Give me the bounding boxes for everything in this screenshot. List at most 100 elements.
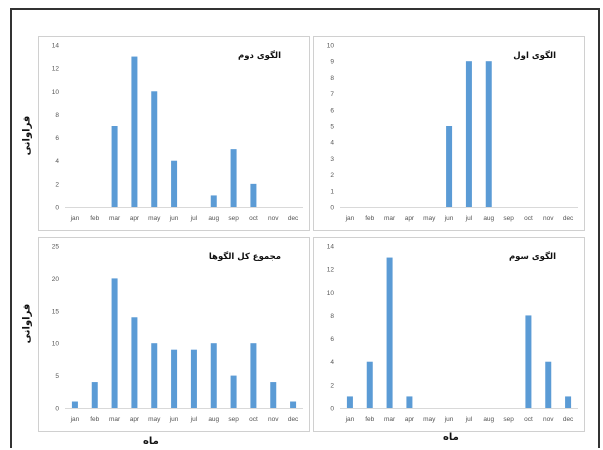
x-tick-label-nov: nov	[543, 215, 554, 222]
chart-panel-pattern-3: 0 2 4 6 8 10 12 14 jan feb mar apr may jun jul aug sep oc…	[313, 237, 585, 432]
x-tick-label-aug: aug	[208, 416, 219, 423]
bar-dec	[565, 396, 572, 408]
y-tick-label: 12	[52, 66, 60, 73]
x-axis-title-right: ماه	[443, 432, 459, 443]
bar-jan	[71, 401, 78, 408]
bar-oct	[250, 183, 257, 207]
x-tick-label-mar: mar	[109, 215, 121, 222]
x-tick-label-nov: nov	[543, 416, 554, 423]
y-tick-label: 0	[55, 406, 59, 413]
bar-may	[151, 91, 158, 207]
y-tick-label: 10	[52, 341, 60, 348]
y-tick-label: 25	[52, 244, 60, 251]
bar-feb	[366, 361, 373, 408]
y-tick-label: 8	[330, 75, 334, 82]
bar-feb	[91, 382, 98, 408]
y-tick-label: 0	[330, 205, 334, 212]
x-tick-label-apr: apr	[405, 215, 415, 222]
chart-svg: 0 1 2 3 4 5 6 7 8 9 10 jan feb mar apr may jun jul aug sep o…	[327, 43, 578, 222]
y-tick-label: 14	[327, 244, 335, 251]
bar-dec	[290, 401, 297, 408]
x-axis-title-left: ماه	[143, 436, 159, 447]
x-tick-label-nov: nov	[268, 416, 279, 423]
bar-apr	[131, 317, 138, 408]
x-tick-label-sep: sep	[503, 215, 514, 222]
y-tick-label: 5	[55, 373, 59, 380]
x-tick-label-may: may	[148, 215, 161, 222]
y-tick-label: 3	[330, 156, 334, 163]
y-tick-label: 10	[327, 43, 335, 50]
y-tick-label: 6	[330, 107, 334, 114]
bar-jul	[190, 349, 197, 408]
x-tick-label-jun: jun	[169, 416, 179, 423]
x-tick-label-dec: dec	[563, 416, 574, 423]
chart-title: الگوی سوم	[509, 251, 556, 262]
bar-aug	[485, 61, 492, 208]
x-tick-label-may: may	[148, 416, 161, 423]
x-tick-label-apr: apr	[130, 215, 140, 222]
chart-svg: 0 5 10 15 20 25 jan feb mar apr may jun jul aug sep oct…	[52, 244, 303, 423]
y-tick-label: 6	[55, 135, 59, 142]
x-tick-label-sep: sep	[503, 416, 514, 423]
bar-aug	[210, 343, 217, 408]
y-tick-label: 4	[55, 158, 59, 165]
bar-jun	[171, 349, 178, 408]
y-tick-label: 7	[330, 91, 334, 98]
x-tick-label-feb: feb	[365, 416, 374, 423]
x-tick-label-oct: oct	[524, 215, 533, 222]
y-tick-label: 10	[52, 89, 60, 96]
y-tick-label: 5	[330, 124, 334, 131]
x-tick-label-jan: jan	[70, 215, 80, 222]
y-tick-label: 1	[330, 188, 334, 195]
bar-oct	[250, 343, 257, 408]
bar-nov	[545, 361, 552, 408]
bar-mar	[111, 126, 118, 207]
x-tick-label-apr: apr	[130, 416, 140, 423]
y-tick-label: 15	[52, 308, 60, 315]
bar-apr	[406, 396, 413, 408]
bar-jul	[465, 61, 472, 208]
y-tick-label: 14	[52, 43, 60, 50]
x-tick-label-sep: sep	[228, 416, 239, 423]
x-tick-label-jan: jan	[345, 416, 355, 423]
y-tick-label: 0	[55, 205, 59, 212]
bar-sep	[230, 375, 237, 408]
x-tick-label-aug: aug	[483, 215, 494, 222]
y-tick-label: 20	[52, 276, 60, 283]
y-tick-label: 6	[330, 336, 334, 343]
x-tick-label-dec: dec	[563, 215, 574, 222]
x-tick-label-jun: jun	[444, 416, 454, 423]
y-tick-label: 10	[327, 290, 335, 297]
y-tick-label: 4	[330, 359, 334, 366]
y-axis-title-bottom: فراوانی	[21, 303, 33, 344]
chart-title: الگوی اول	[513, 50, 556, 61]
x-tick-label-jul: jul	[465, 416, 473, 423]
x-tick-label-mar: mar	[109, 416, 121, 423]
x-tick-label-nov: nov	[268, 215, 279, 222]
chart-title: مجموع کل الگوها	[209, 251, 281, 262]
bar-jan	[346, 396, 353, 408]
x-tick-label-may: may	[423, 215, 436, 222]
x-tick-label-aug: aug	[483, 416, 494, 423]
y-tick-label: 12	[327, 267, 335, 274]
x-tick-label-mar: mar	[384, 215, 396, 222]
y-tick-label: 4	[330, 140, 334, 147]
x-tick-label-jul: jul	[190, 215, 198, 222]
x-tick-label-may: may	[423, 416, 436, 423]
y-tick-label: 0	[330, 406, 334, 413]
bar-aug	[210, 195, 217, 207]
bar-apr	[131, 56, 138, 207]
x-tick-label-feb: feb	[90, 416, 99, 423]
x-tick-label-dec: dec	[288, 416, 299, 423]
x-tick-label-oct: oct	[249, 416, 258, 423]
x-tick-label-jul: jul	[465, 215, 473, 222]
y-tick-label: 8	[330, 313, 334, 320]
bar-mar	[386, 257, 393, 408]
chart-panel-pattern-2: 0 2 4 6 8 10 12 14 jan feb mar apr may jun jul aug sep oc…	[38, 36, 310, 231]
bar-jun	[171, 160, 178, 207]
y-tick-label: 8	[55, 112, 59, 119]
x-tick-label-jan: jan	[70, 416, 80, 423]
bar-may	[151, 343, 158, 408]
chart-svg: 0 2 4 6 8 10 12 14 jan feb mar apr may jun jul aug sep oc…	[327, 244, 578, 423]
x-tick-label-feb: feb	[365, 215, 374, 222]
